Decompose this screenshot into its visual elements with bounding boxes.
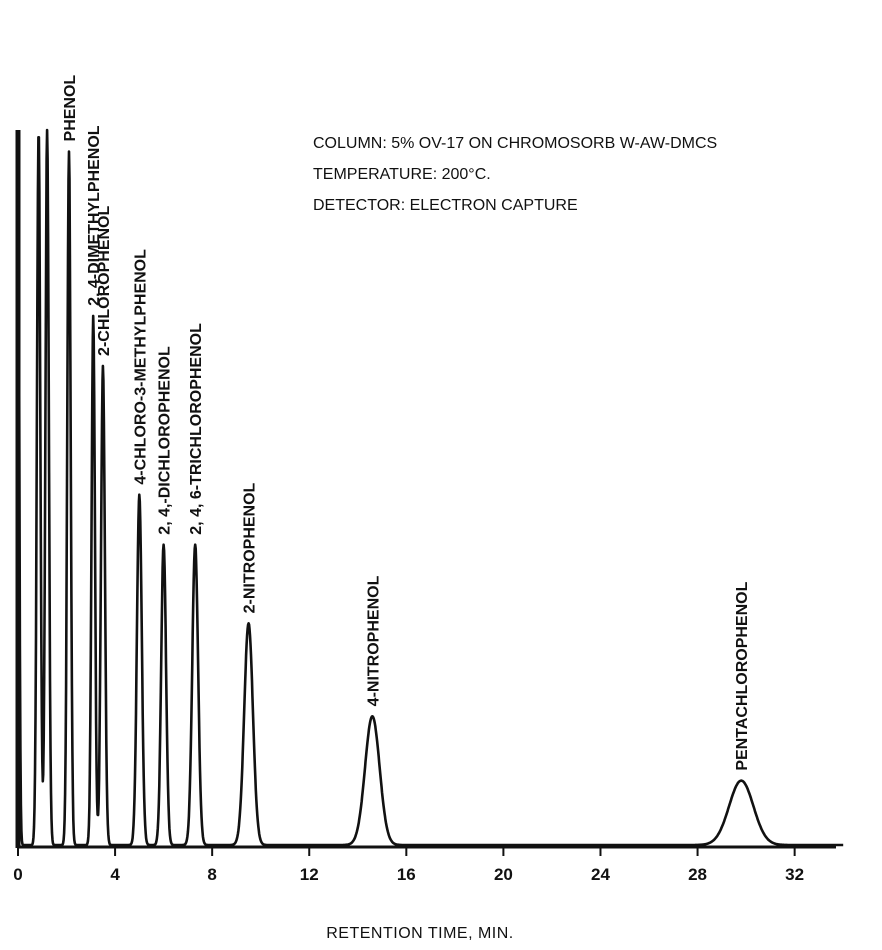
- x-tick-label: 16: [397, 865, 416, 884]
- peak-label: PHENOL: [62, 75, 79, 142]
- peak-label: 2, 4,-DICHLOROPHENOL: [157, 346, 174, 535]
- x-tick-label: 4: [110, 865, 120, 884]
- peak-label: PENTACHLOROPHENOL: [734, 581, 751, 770]
- x-tick-label: 24: [591, 865, 610, 884]
- peak-label: 2-NITROPHENOL: [242, 482, 259, 613]
- peak-label: 2, 4-DIMETHYLPHENOL: [86, 125, 103, 306]
- x-tick-label: 12: [300, 865, 319, 884]
- annotation-column: COLUMN: 5% OV-17 ON CHROMOSORB W-AW-DMCS: [313, 135, 717, 152]
- peak-label: 2-CHLOROPHENOL: [96, 205, 113, 355]
- peak-label: 4-NITROPHENOL: [365, 575, 382, 706]
- x-axis-ticks: [17, 847, 796, 856]
- peak-label: 2, 4, 6-TRICHLOROPHENOL: [188, 323, 205, 535]
- x-tick-label: 28: [688, 865, 707, 884]
- x-tick-label: 0: [13, 865, 22, 884]
- x-axis-tick-labels: 0 4 8 12 16 20 24 28 32: [13, 865, 804, 884]
- annotation-block: COLUMN: 5% OV-17 ON CHROMOSORB W-AW-DMCS…: [313, 135, 717, 214]
- x-tick-label: 32: [785, 865, 804, 884]
- x-tick-label: 20: [494, 865, 513, 884]
- annotation-detector: DETECTOR: ELECTRON CAPTURE: [313, 197, 578, 214]
- x-axis-title: RETENTION TIME, MIN.: [326, 925, 513, 942]
- x-tick-label: 8: [207, 865, 216, 884]
- peak-label: 4-CHLORO-3-METHYLPHENOL: [132, 249, 149, 485]
- chromatogram-trace: [16, 128, 844, 847]
- annotation-temperature: TEMPERATURE: 200°C.: [313, 166, 491, 183]
